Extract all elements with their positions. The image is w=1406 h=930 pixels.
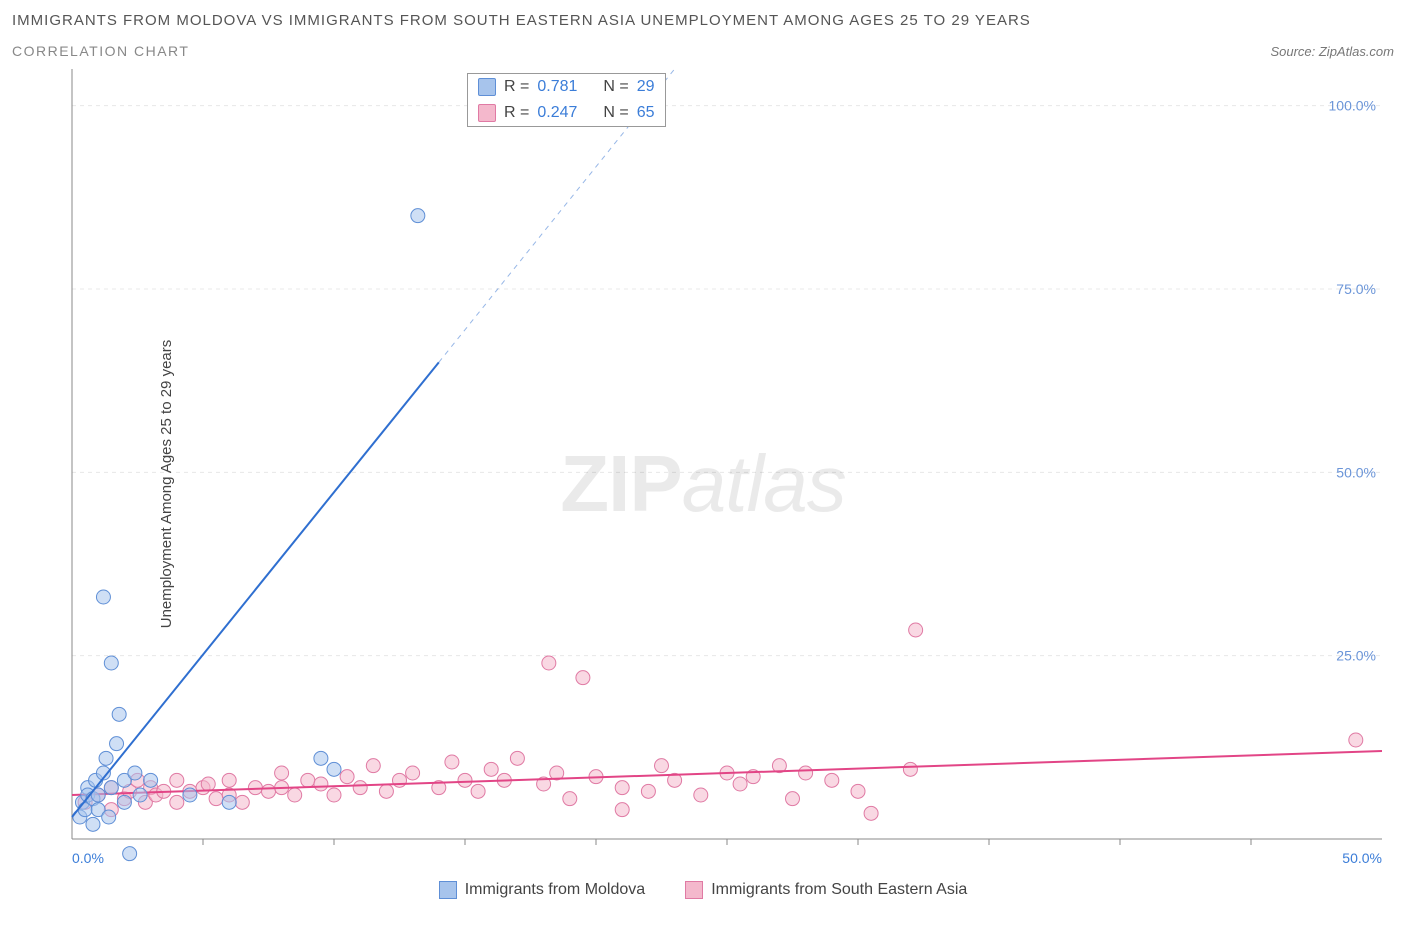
- stats-n-value: 65: [637, 104, 655, 122]
- data-point-sea: [615, 781, 629, 795]
- x-tick-label: 0.0%: [72, 850, 104, 866]
- data-point-sea: [733, 777, 747, 791]
- stats-r-label: R =: [504, 104, 529, 122]
- data-point-sea: [864, 806, 878, 820]
- data-point-sea: [406, 766, 420, 780]
- data-point-moldova: [133, 788, 147, 802]
- data-point-sea: [655, 759, 669, 773]
- data-point-sea: [393, 773, 407, 787]
- data-point-sea: [542, 656, 556, 670]
- stats-r-value: 0.781: [537, 78, 577, 96]
- data-point-sea: [248, 781, 262, 795]
- legend-label: Immigrants from Moldova: [465, 881, 646, 899]
- data-point-sea: [484, 762, 498, 776]
- data-point-sea: [170, 795, 184, 809]
- source-prefix: Source:: [1270, 44, 1318, 59]
- trend-line-moldova: [72, 362, 439, 817]
- data-point-sea: [209, 792, 223, 806]
- stats-row-moldova: R = 0.781 N = 29: [468, 74, 665, 100]
- stats-n-value: 29: [637, 78, 655, 96]
- legend-swatch-icon: [685, 881, 703, 899]
- data-point-moldova: [86, 817, 100, 831]
- y-tick-label: 25.0%: [1336, 648, 1376, 664]
- data-point-sea: [825, 773, 839, 787]
- data-point-sea: [170, 773, 184, 787]
- data-point-sea: [851, 784, 865, 798]
- legend-label: Immigrants from South Eastern Asia: [711, 881, 967, 899]
- y-tick-label: 75.0%: [1336, 281, 1376, 297]
- data-point-sea: [903, 762, 917, 776]
- data-point-moldova: [110, 737, 124, 751]
- data-point-sea: [786, 792, 800, 806]
- trend-line-sea: [72, 751, 1382, 795]
- data-point-moldova: [314, 751, 328, 765]
- data-point-moldova: [112, 707, 126, 721]
- data-point-sea: [1349, 733, 1363, 747]
- data-point-moldova: [102, 810, 116, 824]
- stats-n-label: N =: [603, 104, 628, 122]
- data-point-moldova: [99, 751, 113, 765]
- data-point-moldova: [222, 795, 236, 809]
- data-point-sea: [275, 766, 289, 780]
- data-point-sea: [201, 777, 215, 791]
- data-point-sea: [340, 770, 354, 784]
- data-point-sea: [641, 784, 655, 798]
- y-tick-label: 50.0%: [1336, 464, 1376, 480]
- stats-row-sea: R = 0.247 N = 65: [468, 100, 665, 126]
- stats-r-label: R =: [504, 78, 529, 96]
- data-point-moldova: [104, 656, 118, 670]
- y-tick-label: 100.0%: [1329, 98, 1376, 114]
- data-point-moldova: [183, 788, 197, 802]
- data-point-sea: [445, 755, 459, 769]
- data-point-moldova: [144, 773, 158, 787]
- data-point-moldova: [96, 590, 110, 604]
- data-point-sea: [262, 784, 276, 798]
- chart-subtitle: CORRELATION CHART: [12, 43, 189, 59]
- data-point-sea: [799, 766, 813, 780]
- data-point-moldova: [128, 766, 142, 780]
- source-name: ZipAtlas.com: [1319, 44, 1394, 59]
- x-axis-series-legend: Immigrants from Moldova Immigrants from S…: [12, 881, 1394, 899]
- stats-r-value: 0.247: [537, 104, 577, 122]
- data-point-sea: [222, 773, 236, 787]
- data-point-moldova: [104, 781, 118, 795]
- source-attribution: Source: ZipAtlas.com: [1270, 44, 1394, 59]
- data-point-sea: [471, 784, 485, 798]
- data-point-sea: [353, 781, 367, 795]
- data-point-sea: [909, 623, 923, 637]
- data-point-sea: [366, 759, 380, 773]
- data-point-sea: [458, 773, 472, 787]
- legend-swatch-icon: [439, 881, 457, 899]
- data-point-moldova: [411, 209, 425, 223]
- stats-swatch-icon: [478, 78, 496, 96]
- data-point-moldova: [327, 762, 341, 776]
- data-point-sea: [301, 773, 315, 787]
- y-axis-label: Unemployment Among Ages 25 to 29 years: [158, 340, 175, 629]
- data-point-sea: [314, 777, 328, 791]
- stats-swatch-icon: [478, 104, 496, 122]
- data-point-sea: [615, 803, 629, 817]
- chart-title: IMMIGRANTS FROM MOLDOVA VS IMMIGRANTS FR…: [12, 12, 1394, 29]
- chart-container: Unemployment Among Ages 25 to 29 years 2…: [12, 69, 1394, 899]
- stats-n-label: N =: [603, 78, 628, 96]
- data-point-sea: [563, 792, 577, 806]
- stats-legend-box: R = 0.781 N = 29 R = 0.247 N = 65: [467, 73, 666, 127]
- x-tick-label: 50.0%: [1342, 850, 1382, 866]
- data-point-sea: [694, 788, 708, 802]
- data-point-sea: [235, 795, 249, 809]
- subtitle-row: CORRELATION CHART Source: ZipAtlas.com: [12, 43, 1394, 59]
- data-point-moldova: [123, 847, 137, 861]
- legend-item-moldova: Immigrants from Moldova: [439, 881, 646, 899]
- data-point-sea: [288, 788, 302, 802]
- data-point-sea: [327, 788, 341, 802]
- legend-item-sea: Immigrants from South Eastern Asia: [685, 881, 967, 899]
- data-point-moldova: [117, 795, 131, 809]
- data-point-sea: [379, 784, 393, 798]
- data-point-sea: [576, 671, 590, 685]
- scatter-plot: 25.0% 50.0% 75.0% 100.0% 0.0% 50.0%: [12, 69, 1394, 869]
- data-point-sea: [510, 751, 524, 765]
